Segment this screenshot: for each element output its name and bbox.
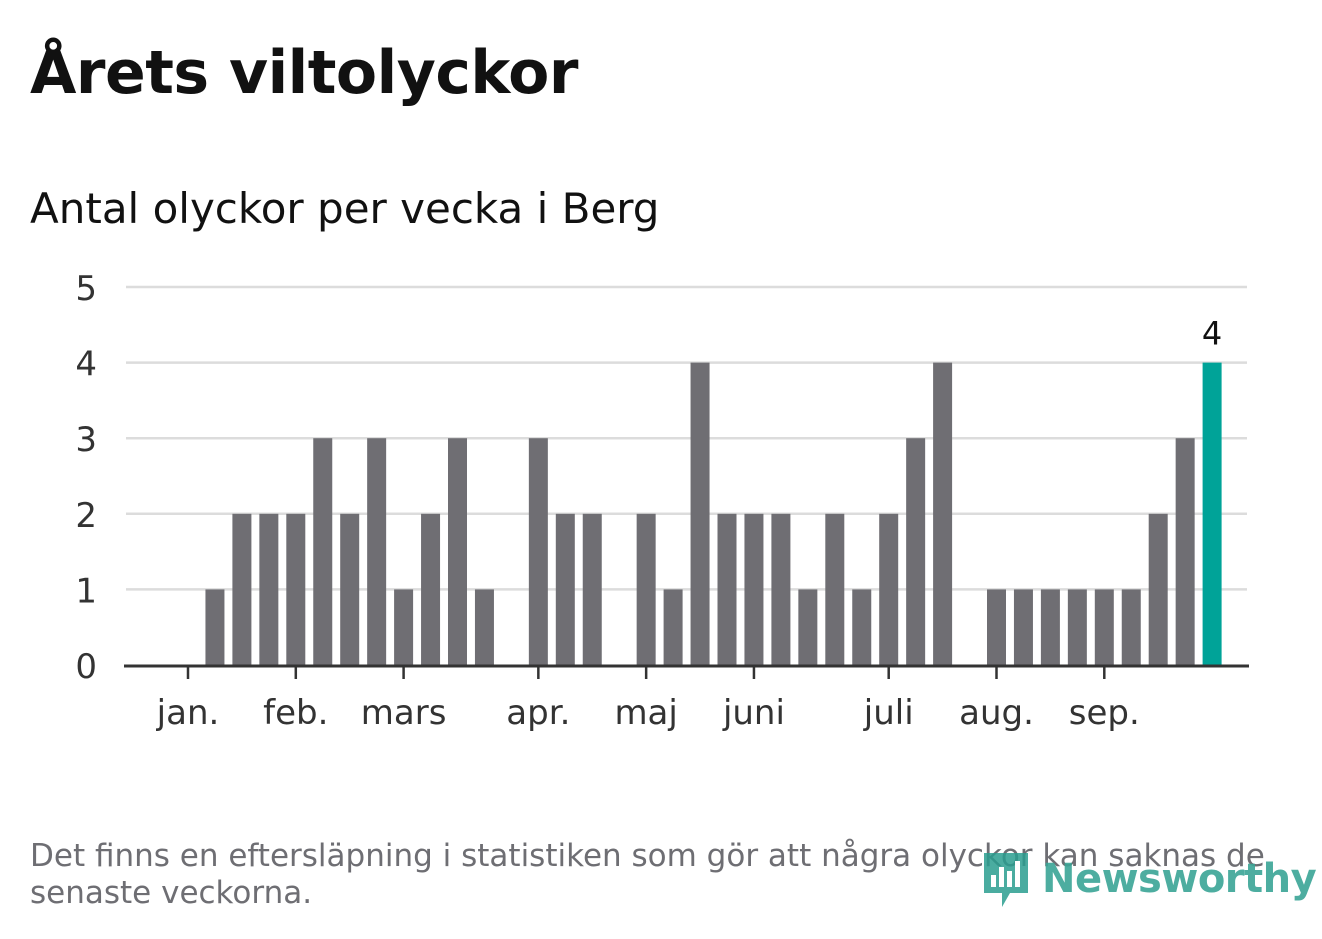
chart-title: Årets viltolyckor xyxy=(30,38,579,108)
y-tick-label: 0 xyxy=(75,647,97,687)
bar xyxy=(636,513,656,665)
bar xyxy=(340,513,360,665)
x-tick-label: maj xyxy=(614,693,677,733)
y-tick-label: 3 xyxy=(75,420,97,460)
bar xyxy=(933,362,953,665)
gridlines xyxy=(126,285,1247,591)
last-value-label: 4 xyxy=(1202,315,1222,353)
bar xyxy=(582,513,602,665)
bar xyxy=(286,513,306,665)
logo-text: Newsworthy xyxy=(1042,856,1317,902)
y-tick-label: 5 xyxy=(75,269,97,309)
bar xyxy=(205,589,225,665)
bar xyxy=(717,513,737,665)
x-tick-label: jan. xyxy=(156,693,220,733)
bar xyxy=(1040,589,1060,665)
bar xyxy=(1013,589,1033,665)
bar xyxy=(394,589,414,665)
chart-subtitle: Antal olyckor per vecka i Berg xyxy=(30,184,660,233)
bar xyxy=(555,513,575,665)
bar xyxy=(825,513,845,665)
data-labels: 4 xyxy=(1202,315,1222,353)
footnote: Det finns en eftersläpning i statistiken… xyxy=(30,838,1265,911)
chart-logo-icon xyxy=(984,853,1028,907)
bar xyxy=(771,513,791,665)
bar xyxy=(663,589,683,665)
newsworthy-logo: Newsworthy xyxy=(980,846,1317,912)
bars xyxy=(124,362,1249,668)
bar xyxy=(448,438,467,665)
bar xyxy=(744,513,764,665)
bar xyxy=(1175,438,1195,665)
bar xyxy=(232,513,252,665)
bar xyxy=(313,438,333,665)
y-tick-label: 4 xyxy=(75,345,97,385)
bar xyxy=(474,589,494,665)
x-tick-label: mars xyxy=(361,693,447,733)
x-tick-label: juli xyxy=(863,693,914,733)
bar xyxy=(879,513,899,665)
bar xyxy=(259,513,279,665)
bar xyxy=(1067,589,1087,665)
x-tick-label: juni xyxy=(722,693,785,733)
bar xyxy=(421,513,441,665)
x-axis-ticks: jan. feb. mars apr. maj juni juli aug. sep. xyxy=(156,665,1140,733)
bar-latest-week xyxy=(1202,362,1222,665)
y-tick-label: 1 xyxy=(75,571,97,611)
bar-chart: 0 1 2 3 4 5 jan. feb. mars apr. maj juni juli aug. se… xyxy=(75,269,1249,733)
y-tick-label: 2 xyxy=(75,496,97,536)
x-tick-label: sep. xyxy=(1069,693,1140,733)
x-tick-label: feb. xyxy=(263,693,328,733)
bar xyxy=(906,438,926,665)
bar xyxy=(987,589,1006,665)
x-tick-label: aug. xyxy=(959,693,1034,733)
x-tick-label: apr. xyxy=(506,693,570,733)
bar xyxy=(1121,589,1141,665)
bar xyxy=(852,589,872,665)
bar xyxy=(1094,589,1114,665)
bar xyxy=(798,589,818,665)
bar xyxy=(690,362,710,665)
bar xyxy=(1148,513,1168,665)
y-axis-ticks: 0 1 2 3 4 5 xyxy=(75,269,97,687)
bar xyxy=(367,438,387,665)
bar xyxy=(528,438,548,665)
